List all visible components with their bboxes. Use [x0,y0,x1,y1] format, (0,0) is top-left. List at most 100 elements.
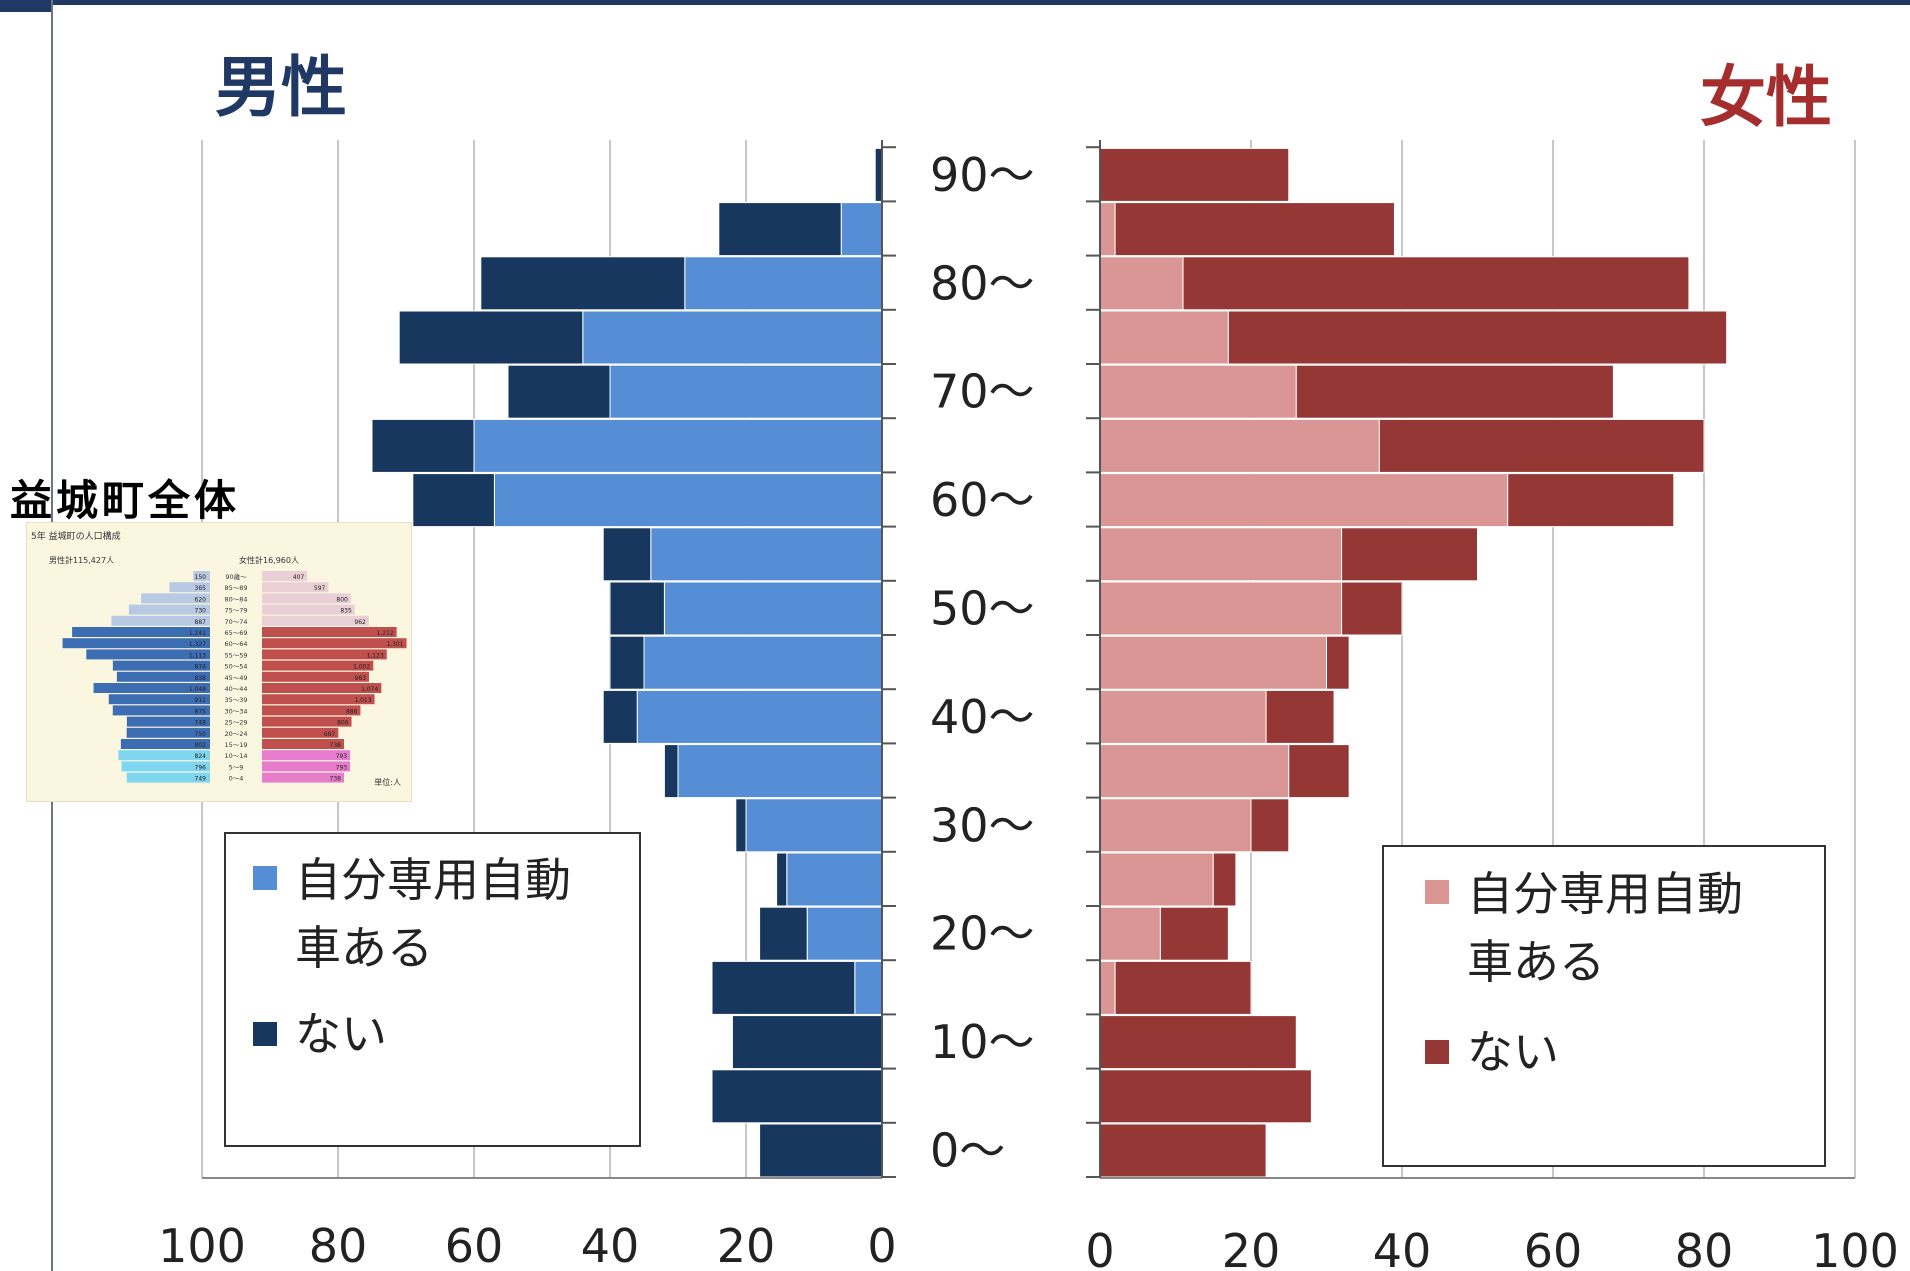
male-bar-no-car [718,202,842,257]
female-x-tick-label: 20 [1222,1224,1281,1271]
inset-age-label: 55〜59 [224,651,247,659]
female-bar-has-car [1099,906,1161,961]
male-bar-has-car [493,473,883,528]
inset-female-value: 886 [346,708,358,715]
inset-male-bar [86,649,210,660]
inset-male-bar [121,761,210,772]
male-bar-no-car [759,906,808,961]
bars [371,147,1728,1178]
inset-male-bar [193,571,210,581]
male-bar-has-car [786,852,883,907]
female-bar-no-car [1099,147,1290,202]
female-bar-no-car [1159,906,1229,961]
inset-age-label: 5〜9 [229,763,244,771]
female-bar-no-car [1114,202,1395,257]
inset-male-bar [111,615,210,626]
inset-female-bar [262,705,361,716]
female-legend-label-no-car: ない [1467,1025,1559,1079]
inset-female-bar [262,593,351,604]
age-label: 40〜 [930,690,1035,744]
male-bar-no-car [663,744,679,799]
inset-female-value: 1,013 [354,697,371,704]
inset-female-bar [262,615,369,626]
inset-male-value: 748 [195,720,207,727]
inset-female-bar [262,683,382,693]
inset-male-value: 824 [195,753,207,760]
inset-male-bar [169,582,210,593]
male-bar-no-car [609,581,665,636]
inset-male-value: 838 [195,675,207,682]
female-legend-label-has-car-line1: 自分専用自動 [1467,867,1743,921]
inset-age-label: 75〜79 [224,607,247,615]
female-bar-has-car [1099,418,1380,473]
inset-caption: 5年 益城町の人口構成 [31,530,121,542]
male-bar-no-car [711,960,856,1015]
male-legend-label-no-car: ない [295,1007,387,1061]
inset-male-value: 1,327 [189,641,206,648]
inset-female-value: 687 [324,731,336,738]
male-bar-has-car [643,635,883,690]
inset-female-bar [262,649,387,660]
inset-male-bar [112,660,210,671]
inset-male-value: 796 [195,764,207,771]
inset-male-value: 1,048 [189,686,206,693]
male-bar-no-car [776,852,788,907]
male-bar-has-car [806,906,883,961]
inset-male-bar [118,750,210,761]
female-bar-has-car [1099,852,1214,907]
inset-male-value: 730 [195,608,207,615]
inset-male-value: 874 [195,664,207,671]
male-bar-no-car [371,418,475,473]
male-bar-has-car [840,202,883,257]
inset-female-bar [262,660,374,671]
male-bar-has-car [609,364,883,419]
inset-female-value: 793 [336,764,348,771]
inset-age-label: 70〜74 [224,618,247,626]
male-bar-has-car [473,418,883,473]
inset-age-label: 90歳〜 [225,572,247,581]
female-bar-no-car [1114,960,1252,1015]
inset-female-value: 597 [314,585,326,592]
male-bar-has-car [677,744,883,799]
male-x-tick-label: 0 [867,1219,896,1271]
inset-female-value: 1,123 [367,652,384,659]
age-label: 20〜 [930,907,1035,961]
inset-age-label: 60〜64 [224,640,247,648]
female-bar-has-car [1099,310,1229,365]
inset-female-value: 738 [330,742,342,749]
inset-male-bar [128,604,210,615]
inset-female-value: 1,002 [353,664,370,671]
inset-male-value: 620 [195,596,207,603]
male-bar-no-car [507,364,611,419]
female-bar-no-car [1182,256,1690,311]
inset-male-bar [72,627,210,637]
inset-female-value: 806 [337,720,349,727]
female-bar-no-car [1099,1069,1312,1124]
male-bar-no-car [480,256,686,311]
female-bar-no-car [1341,527,1478,582]
female-bar-no-car [1250,798,1290,853]
inset-title: 益城町全体 [10,476,241,525]
inset-age-label: 30〜34 [224,707,247,715]
inset-female-bar [262,671,369,682]
inset-female-bar [262,739,344,749]
male-legend: 自分専用自動 車ある ない [224,832,641,1147]
male-bar-no-car [711,1069,883,1124]
top-accent-corner [0,0,52,12]
inset-male-value: 750 [195,731,207,738]
inset-female-bar [262,716,352,727]
inset-age-label: 85〜89 [224,584,247,592]
inset-male-bar [126,727,210,738]
inset-female-value: 1,301 [386,641,403,648]
inset-age-label: 45〜49 [224,674,247,682]
axes [202,140,1855,1179]
inset-female-bar [262,627,397,637]
male-x-tick-label: 80 [309,1219,368,1271]
male-bar-no-car [759,1123,883,1178]
male-bar-has-car [582,310,883,365]
female-x-tick-label: 40 [1373,1224,1432,1271]
female-x-tick-label: 0 [1085,1224,1114,1271]
male-legend-label-has-car-line2: 車ある [295,921,433,975]
inset-age-label: 65〜69 [224,629,247,637]
male-bar-has-car [745,798,883,853]
